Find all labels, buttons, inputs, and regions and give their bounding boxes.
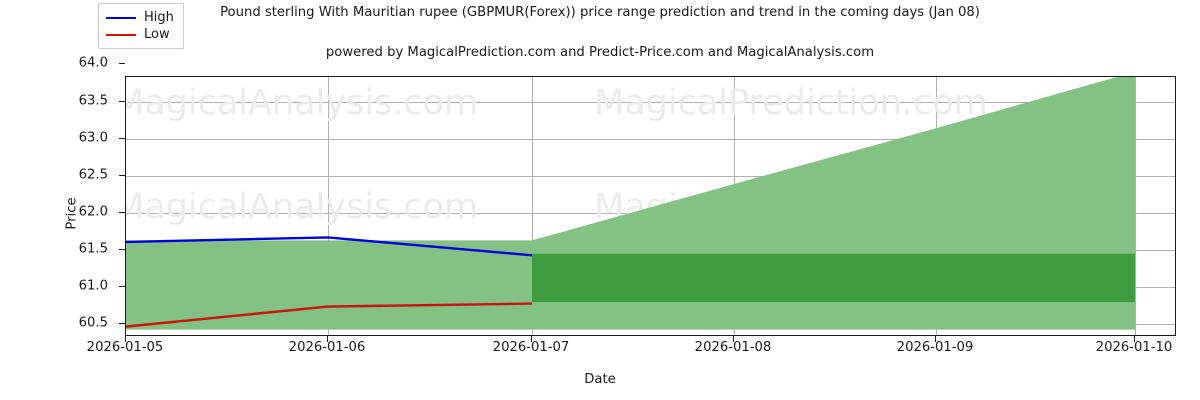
legend-swatch-high bbox=[106, 16, 136, 19]
x-tick-label: 2026-01-09 bbox=[896, 340, 974, 355]
y-tick-mark bbox=[119, 137, 125, 139]
y-axis-title: Price bbox=[64, 197, 80, 230]
x-tick-mark bbox=[1134, 336, 1135, 342]
y-tick-mark bbox=[119, 174, 125, 176]
legend-label-low: Low bbox=[144, 27, 170, 42]
y-tick-label: 63.0 bbox=[78, 130, 108, 146]
range-band-layer bbox=[126, 77, 1135, 330]
x-tick-mark bbox=[327, 336, 328, 342]
legend-swatch-low bbox=[106, 33, 136, 36]
chart-legend: High Low bbox=[98, 3, 184, 49]
x-tick-label: 2026-01-06 bbox=[288, 340, 366, 355]
y-tick-mark bbox=[119, 323, 125, 325]
gridline-x bbox=[1135, 77, 1136, 335]
y-tick-mark bbox=[119, 286, 125, 288]
x-tick-mark bbox=[125, 336, 126, 342]
series-line-low bbox=[126, 302, 533, 328]
x-tick-mark bbox=[935, 336, 936, 342]
y-tick-label: 61.0 bbox=[78, 278, 108, 294]
x-tick-label: 2026-01-07 bbox=[492, 340, 570, 355]
legend-label-high: High bbox=[144, 10, 174, 25]
gridline-y bbox=[126, 175, 1175, 177]
y-tick-label: 60.5 bbox=[78, 315, 108, 331]
gridline-y bbox=[126, 138, 1175, 140]
series-line-layer bbox=[126, 236, 533, 328]
y-tick-label: 64.0 bbox=[78, 55, 108, 71]
page-title: Pound sterling With Mauritian rupee (GBP… bbox=[220, 5, 980, 20]
x-axis-tick-labels: 2026-01-05 2026-01-06 2026-01-07 2026-01-08… bbox=[0, 340, 1200, 360]
page-subtitle: powered by MagicalPrediction.com and Pre… bbox=[325, 45, 875, 60]
x-tick-mark bbox=[531, 336, 532, 342]
gridline-x bbox=[532, 77, 533, 335]
y-tick-label: 61.5 bbox=[78, 241, 108, 257]
y-tick-mark bbox=[119, 211, 125, 213]
legend-item-high: High bbox=[106, 9, 174, 26]
gridline-x bbox=[328, 77, 329, 335]
plot-area: MagicalAnalysis.com MagicalPrediction.com… bbox=[125, 76, 1176, 336]
x-axis-title: Date bbox=[584, 372, 616, 387]
y-tick-mark bbox=[119, 249, 125, 251]
series-line-high bbox=[126, 236, 533, 257]
y-tick-label: 62.0 bbox=[78, 204, 108, 220]
legend-item-low: Low bbox=[106, 26, 174, 43]
x-tick-label: 2026-01-05 bbox=[86, 340, 164, 355]
x-tick-mark bbox=[733, 336, 734, 342]
y-axis-tick-labels: 60.5 61.0 61.5 62.0 62.5 63.0 63.5 64.0 bbox=[0, 56, 118, 336]
inner-prediction-band bbox=[532, 253, 1135, 303]
x-tick-label: 2026-01-10 bbox=[1095, 340, 1173, 355]
gridline-y bbox=[126, 101, 1175, 103]
y-tick-mark bbox=[119, 100, 125, 102]
x-tick-label: 2026-01-08 bbox=[694, 340, 772, 355]
y-tick-label: 63.5 bbox=[78, 93, 108, 108]
y-tick-mark bbox=[119, 63, 125, 65]
y-tick-label: 62.5 bbox=[78, 167, 108, 183]
